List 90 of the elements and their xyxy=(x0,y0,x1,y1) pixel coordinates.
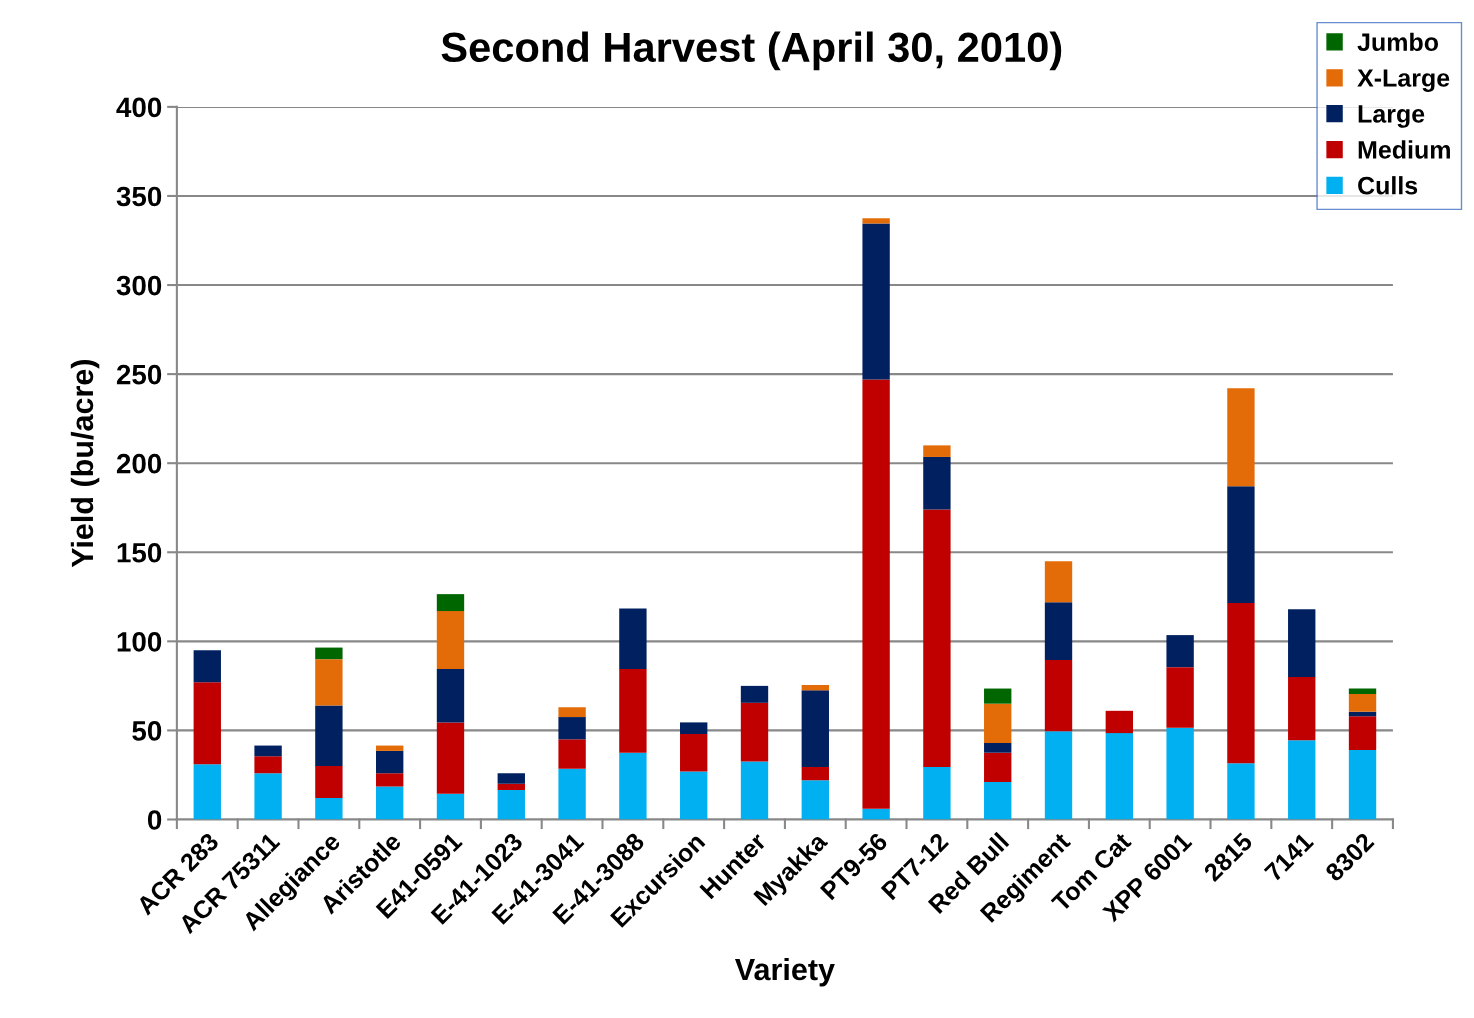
bar xyxy=(376,745,404,751)
bar xyxy=(1288,740,1316,820)
y-tick-label: 100 xyxy=(117,632,162,652)
x-axis-title: Variety xyxy=(735,957,835,987)
legend-label: Jumbo xyxy=(1357,32,1439,52)
bar xyxy=(254,773,282,820)
bar xyxy=(558,768,586,820)
bar xyxy=(680,771,708,820)
bar xyxy=(254,756,282,774)
bar xyxy=(1166,727,1194,820)
bar xyxy=(619,668,647,753)
bar xyxy=(1227,388,1255,487)
bar xyxy=(984,752,1012,783)
bar xyxy=(1166,667,1194,728)
bar xyxy=(254,745,282,757)
bar xyxy=(558,707,586,718)
bar xyxy=(1227,603,1255,764)
bar xyxy=(1288,609,1316,677)
y-tick-label: 50 xyxy=(132,721,162,741)
bar xyxy=(1348,716,1377,751)
bar xyxy=(315,647,343,660)
bar xyxy=(984,703,1012,743)
y-tick-label: 0 xyxy=(147,810,162,830)
bar xyxy=(801,690,829,767)
bar xyxy=(801,780,829,820)
bar xyxy=(740,761,769,820)
legend-label: Large xyxy=(1358,105,1425,128)
bar xyxy=(436,611,465,669)
bar xyxy=(497,790,525,820)
bar xyxy=(1044,561,1073,603)
bar xyxy=(923,509,951,767)
bar xyxy=(1105,710,1133,734)
bar xyxy=(1288,676,1316,741)
bar xyxy=(376,773,404,787)
bar xyxy=(436,793,465,820)
bar xyxy=(619,752,647,820)
bar xyxy=(436,594,465,612)
bar xyxy=(984,742,1012,753)
bar xyxy=(862,218,890,224)
legend-label: X-Large xyxy=(1357,69,1450,92)
bar xyxy=(193,682,221,765)
bar xyxy=(497,783,525,791)
bar xyxy=(680,722,708,734)
bar xyxy=(376,750,404,774)
y-tick-label: 400 xyxy=(116,97,162,118)
bar xyxy=(680,733,708,772)
chart-title: Second Harvest (April 30, 2010) xyxy=(441,31,1062,71)
bar xyxy=(376,786,404,820)
bar xyxy=(862,223,890,380)
y-axis-title: Yield (bu/acre) xyxy=(70,360,100,568)
y-tick-label: 250 xyxy=(116,364,162,385)
bar xyxy=(923,445,951,457)
bar xyxy=(315,798,343,820)
bar xyxy=(1044,660,1073,732)
bar xyxy=(1044,602,1073,661)
bar xyxy=(984,782,1012,820)
bar xyxy=(193,650,221,683)
bar xyxy=(1348,688,1377,694)
bar xyxy=(1348,693,1377,712)
bar xyxy=(801,766,829,781)
bar xyxy=(740,702,769,762)
bar xyxy=(984,688,1012,704)
legend-label: Medium xyxy=(1358,140,1450,159)
bar xyxy=(497,773,525,784)
bar xyxy=(1105,733,1133,820)
bar xyxy=(1044,731,1073,820)
bar xyxy=(1227,486,1255,604)
bar xyxy=(619,608,647,669)
bar xyxy=(1227,763,1255,820)
bar xyxy=(436,668,465,723)
bar xyxy=(193,764,221,820)
bar xyxy=(558,717,586,740)
bar xyxy=(315,705,343,767)
bar xyxy=(315,659,343,706)
bar xyxy=(740,685,769,703)
bar xyxy=(315,766,343,799)
bar xyxy=(923,766,951,820)
y-tick-label: 150 xyxy=(117,542,162,563)
bar xyxy=(862,379,890,809)
bar xyxy=(1348,750,1377,820)
legend-label: Culls xyxy=(1358,176,1418,195)
bar xyxy=(1166,635,1194,668)
bar xyxy=(923,456,951,510)
bar xyxy=(436,722,465,794)
bar xyxy=(801,684,829,691)
bar xyxy=(558,739,586,769)
y-tick-label: 300 xyxy=(116,275,162,296)
y-tick-label: 350 xyxy=(116,186,162,207)
bar xyxy=(862,808,890,820)
y-tick-label: 200 xyxy=(116,453,162,474)
